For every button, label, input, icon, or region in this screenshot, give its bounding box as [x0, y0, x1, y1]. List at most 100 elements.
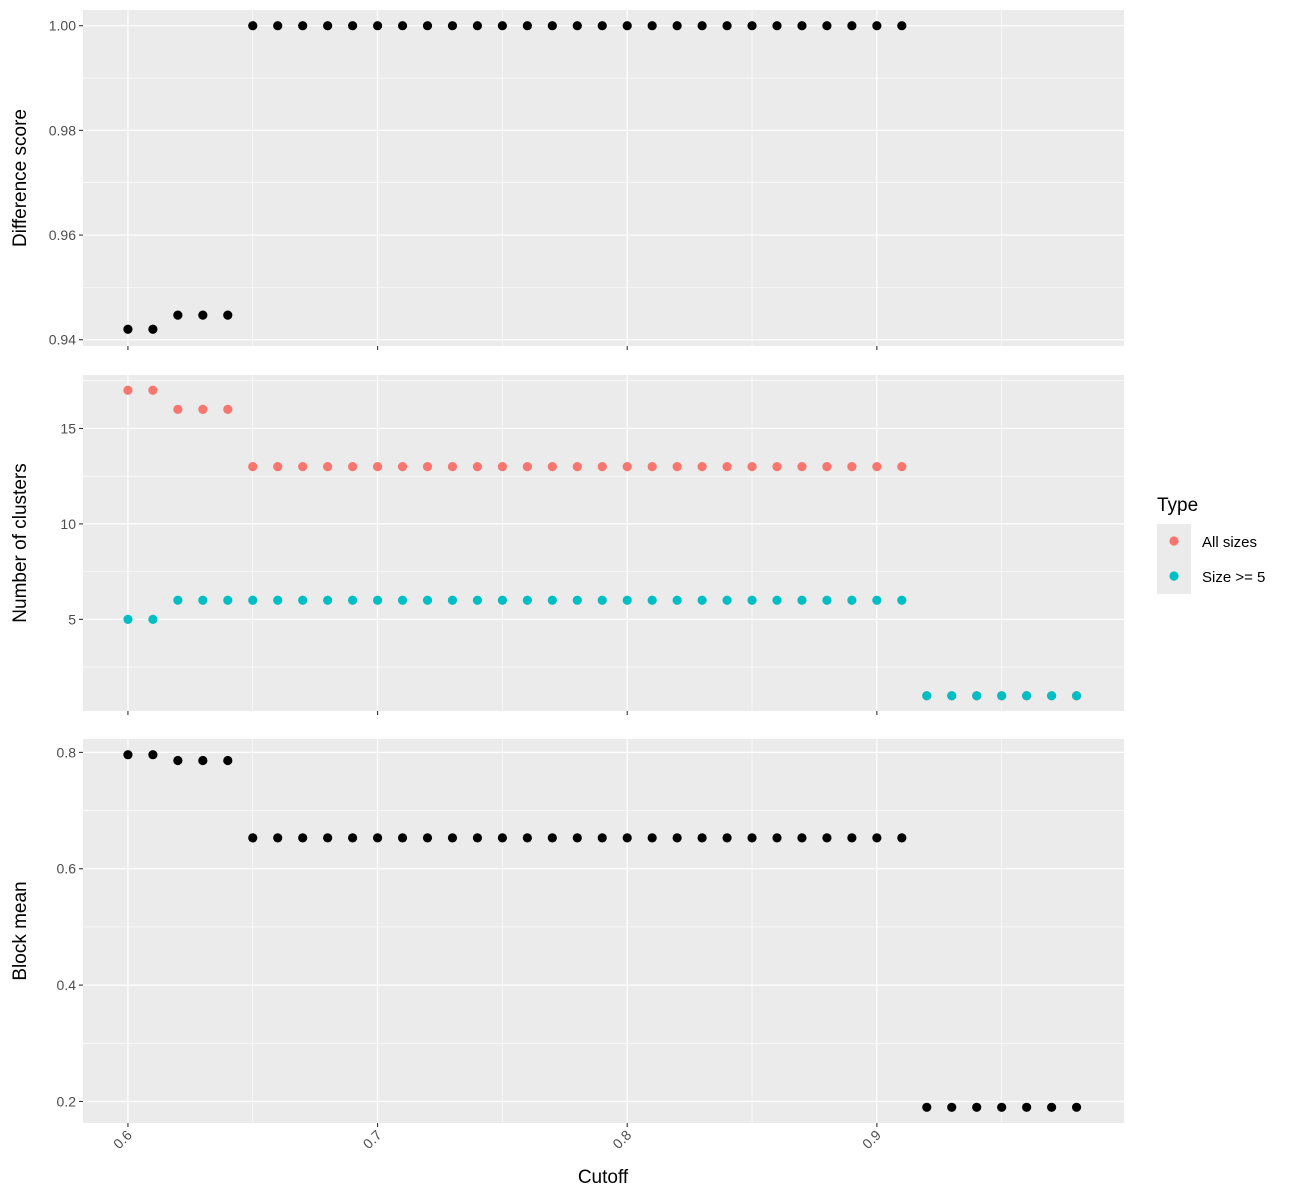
data-point [722, 595, 732, 605]
data-point [223, 310, 233, 320]
y-tick-label: 15 [60, 420, 76, 436]
data-point [747, 833, 757, 843]
y-tick-label: 0.94 [49, 332, 76, 348]
data-point [273, 595, 283, 605]
data-point [273, 462, 283, 472]
chart-panels: 0.94 0.96 0.98 1.00 Difference score 5 10 15 Num… [10, 10, 1124, 1152]
data-point [198, 755, 208, 766]
data-point [947, 691, 957, 701]
data-point [872, 833, 882, 843]
data-point [897, 21, 907, 31]
data-point [722, 833, 732, 843]
data-point [472, 462, 483, 472]
data-point [248, 833, 258, 843]
panel-background [83, 10, 1124, 346]
data-point [847, 462, 857, 472]
data-point [198, 595, 208, 605]
data-point [797, 462, 807, 472]
data-point [822, 21, 832, 31]
data-point [422, 833, 433, 843]
data-point [372, 833, 383, 843]
data-point [198, 404, 208, 414]
y-axis-title: Block mean [10, 881, 31, 980]
data-point [847, 21, 857, 31]
data-point [298, 833, 308, 843]
data-point [872, 462, 882, 472]
data-point [148, 614, 158, 624]
data-point [348, 595, 358, 605]
data-point [672, 595, 682, 605]
data-point [897, 462, 907, 472]
data-point [797, 833, 807, 843]
data-point [173, 755, 183, 766]
data-point [273, 21, 283, 31]
legend-label-all-sizes: All sizes [1202, 534, 1257, 551]
data-point [522, 833, 532, 843]
data-point [897, 595, 907, 605]
data-point [497, 462, 507, 472]
data-point [123, 324, 133, 334]
data-point [298, 595, 308, 605]
data-point [547, 462, 557, 472]
data-point [897, 833, 907, 843]
data-point [173, 310, 183, 320]
y-tick-label: 1.00 [49, 18, 76, 34]
data-point [348, 462, 358, 472]
y-axis-title: Difference score [10, 109, 31, 247]
data-point [447, 462, 458, 472]
panel-background [83, 375, 1124, 711]
data-point [597, 21, 607, 31]
data-point [547, 833, 557, 843]
data-point [672, 833, 682, 843]
data-point [522, 595, 532, 605]
data-point [972, 691, 982, 701]
data-point [622, 21, 632, 31]
data-point [348, 833, 358, 843]
data-point [797, 21, 807, 31]
data-point [647, 833, 657, 843]
data-point [1071, 1102, 1082, 1112]
data-point [672, 21, 682, 31]
data-point [148, 324, 158, 334]
data-point [248, 595, 258, 605]
data-point [697, 595, 707, 605]
legend-key-background [1157, 524, 1191, 594]
data-point [472, 833, 483, 843]
data-point [697, 833, 707, 843]
data-point [797, 595, 807, 605]
y-tick-label: 0.96 [49, 227, 76, 243]
data-point [123, 614, 133, 624]
data-point [173, 404, 183, 414]
data-point [597, 595, 607, 605]
data-point [772, 595, 782, 605]
data-point [148, 385, 158, 395]
data-point [647, 21, 657, 31]
data-point [847, 595, 857, 605]
data-point [622, 833, 632, 843]
data-point [872, 21, 882, 31]
data-point [173, 595, 183, 605]
data-point [397, 21, 408, 31]
data-point [497, 595, 507, 605]
legend-key-all-sizes [1169, 536, 1179, 546]
data-point [722, 462, 732, 472]
data-point [497, 833, 507, 843]
data-point [647, 595, 657, 605]
data-point [298, 462, 308, 472]
y-tick-label: 5 [68, 611, 76, 627]
data-point [572, 462, 582, 472]
data-point [447, 595, 458, 605]
data-point [772, 462, 782, 472]
data-point [822, 595, 832, 605]
panel-background [83, 739, 1124, 1123]
y-tick-label: 0.2 [57, 1093, 77, 1109]
data-point [298, 21, 308, 31]
data-point [223, 404, 233, 414]
data-point [123, 385, 133, 395]
data-point [672, 462, 682, 472]
data-point [447, 21, 458, 31]
data-point [722, 21, 732, 31]
data-point [422, 462, 433, 472]
data-point [572, 595, 582, 605]
